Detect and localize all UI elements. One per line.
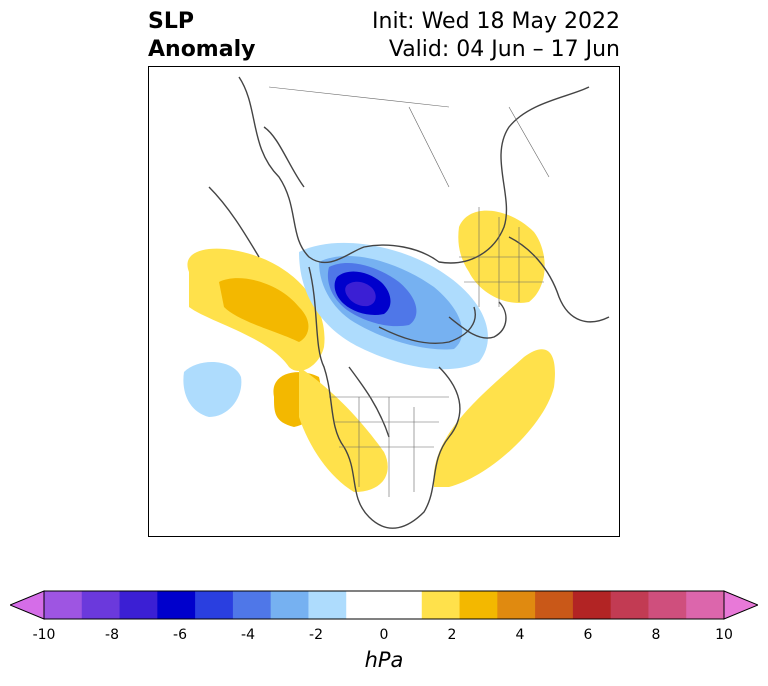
colorbar-tick-label: 10 — [715, 627, 733, 643]
colorbar-cell — [686, 591, 725, 619]
negative-anomaly-pacific — [183, 361, 242, 417]
colorbar-tick-label: 6 — [583, 627, 593, 643]
coastlines — [208, 76, 610, 529]
colorbar-cell — [232, 591, 272, 619]
colorbar-cell — [270, 591, 309, 619]
colorbar-tick-label: 4 — [515, 627, 525, 643]
colorbar-cell — [421, 591, 461, 619]
colorbar-tick-label: -2 — [309, 627, 323, 643]
title-line-2: Anomaly — [148, 37, 256, 62]
positive-anomaly-west-core — [219, 278, 309, 342]
colorbar-tick-label: -8 — [105, 627, 119, 643]
colorbar-tick-label: -10 — [32, 627, 56, 643]
map-title: SLP Anomaly — [148, 8, 255, 64]
colorbar-unit: hPa — [364, 648, 404, 672]
colorbar-tick-label: -4 — [241, 627, 255, 643]
colorbar-extend-low — [10, 591, 44, 619]
colorbar-tick-label: -6 — [173, 627, 187, 643]
map-canvas — [183, 76, 610, 529]
borders — [268, 86, 550, 497]
title-line-1: SLP — [148, 9, 194, 34]
colorbar-cell — [648, 591, 687, 619]
valid-range: Valid: 04 Jun – 17 Jun — [388, 37, 620, 62]
colorbar-cell — [81, 591, 121, 619]
colorbar-cell — [572, 591, 612, 619]
positive-anomaly-namerica — [299, 367, 388, 492]
positive-anomaly-atlantic — [433, 349, 555, 487]
colorbar-cell — [195, 591, 234, 619]
colorbar-cell — [157, 591, 196, 619]
colorbar-cell — [384, 591, 423, 619]
colorbar-cell — [610, 591, 649, 619]
colorbar-cell — [44, 591, 83, 619]
colorbar-tick-label: 8 — [651, 627, 661, 643]
colorbar-extend-high — [724, 591, 758, 619]
colorbar-tick-label: 0 — [379, 627, 389, 643]
colorbar-cell — [497, 591, 536, 619]
colorbar-tick-label: 2 — [447, 627, 457, 643]
colorbar-cell — [119, 591, 158, 619]
colorbar-cell — [459, 591, 498, 619]
colorbar — [10, 590, 758, 620]
colorbar-cell — [346, 591, 385, 619]
forecast-dates: Init: Wed 18 May 2022 Valid: 04 Jun – 17… — [372, 8, 620, 64]
colorbar-cell — [308, 591, 347, 619]
anomaly-fields — [183, 210, 555, 492]
map-panel — [148, 66, 620, 537]
init-date: Init: Wed 18 May 2022 — [372, 9, 620, 34]
negative-anomaly-center — [345, 281, 376, 307]
colorbar-cell — [535, 591, 574, 619]
